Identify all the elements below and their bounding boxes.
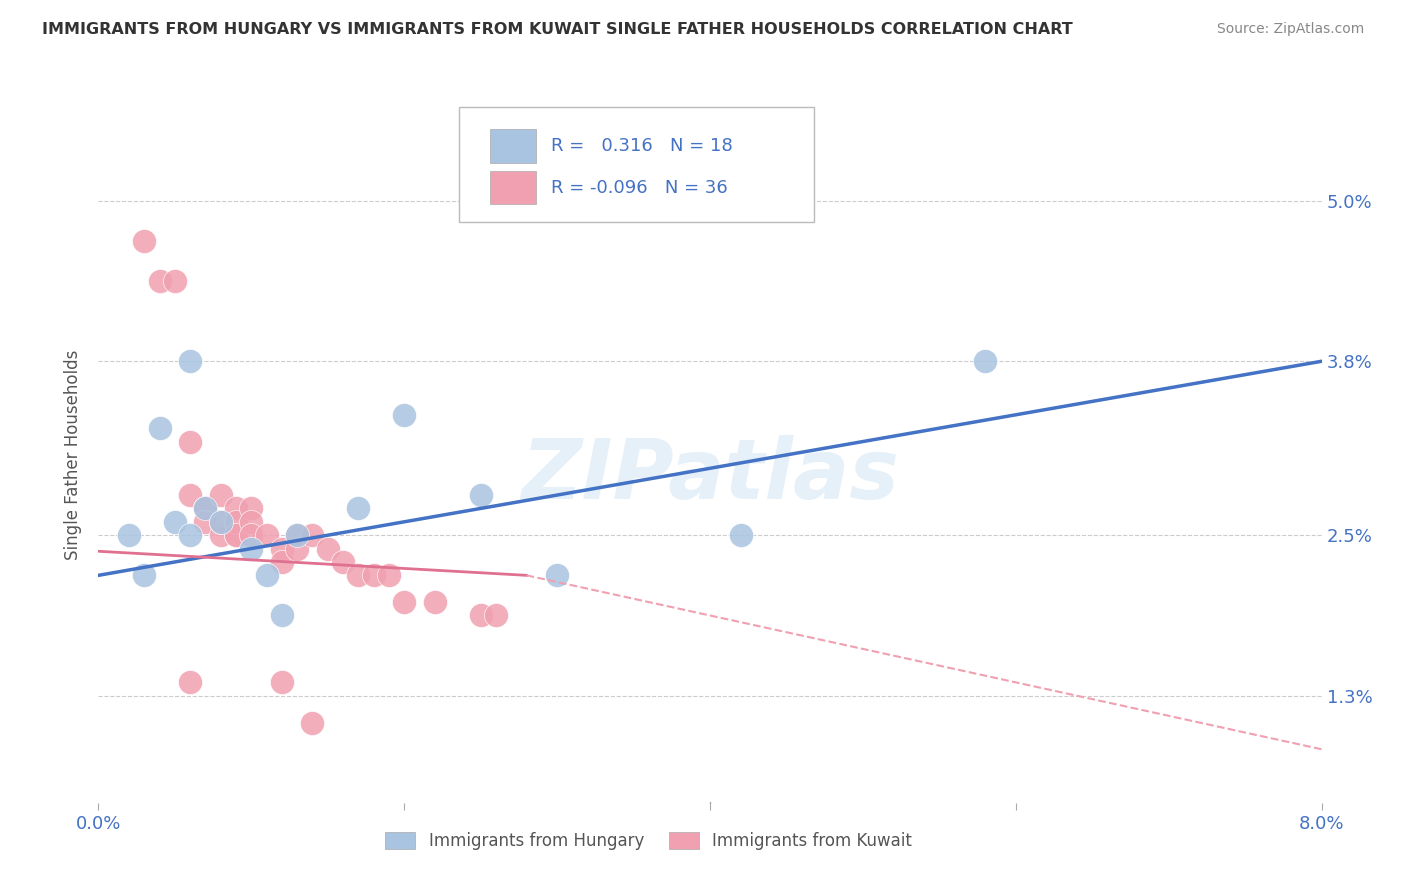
Point [163, 274, 186, 288]
Point [256, 528, 278, 542]
Point [240, 515, 263, 529]
Y-axis label: Single Father Households: Single Father Households [65, 350, 83, 560]
Point [209, 488, 232, 502]
Point [363, 568, 385, 582]
Point [301, 715, 323, 730]
Point [179, 434, 201, 449]
Text: Source: ZipAtlas.com: Source: ZipAtlas.com [1216, 22, 1364, 37]
Point [209, 515, 232, 529]
Point [209, 528, 232, 542]
Point [423, 595, 446, 609]
Point [179, 528, 201, 542]
Point [301, 528, 323, 542]
Legend: Immigrants from Hungary, Immigrants from Kuwait: Immigrants from Hungary, Immigrants from… [378, 826, 920, 857]
Point [470, 488, 492, 502]
Point [974, 354, 997, 368]
Point [194, 515, 217, 529]
Point [240, 541, 263, 556]
Point [134, 234, 156, 248]
Bar [489, 129, 536, 162]
Point [194, 501, 217, 516]
Point [225, 515, 247, 529]
Point [225, 501, 247, 516]
Point [392, 595, 416, 609]
Point [240, 528, 263, 542]
Point [546, 568, 568, 582]
Point [270, 608, 294, 623]
Point [163, 515, 186, 529]
Point [378, 568, 401, 582]
Point [270, 675, 294, 690]
Point [194, 501, 217, 516]
Point [118, 528, 141, 542]
Point [285, 528, 308, 542]
Point [149, 274, 172, 288]
Point [179, 675, 201, 690]
Point [209, 515, 232, 529]
Text: IMMIGRANTS FROM HUNGARY VS IMMIGRANTS FROM KUWAIT SINGLE FATHER HOUSEHOLDS CORRE: IMMIGRANTS FROM HUNGARY VS IMMIGRANTS FR… [42, 22, 1073, 37]
Bar [489, 171, 536, 204]
Point [270, 541, 294, 556]
Point [270, 555, 294, 569]
Point [470, 608, 492, 623]
Point [316, 541, 339, 556]
Text: R =   0.316   N = 18: R = 0.316 N = 18 [551, 137, 733, 155]
Point [225, 528, 247, 542]
Point [225, 528, 247, 542]
Point [149, 421, 172, 435]
Point [332, 555, 354, 569]
Point [347, 568, 370, 582]
Point [134, 568, 156, 582]
Point [240, 501, 263, 516]
Point [347, 501, 370, 516]
Point [256, 568, 278, 582]
Point [485, 608, 508, 623]
Point [194, 501, 217, 516]
Text: R = -0.096   N = 36: R = -0.096 N = 36 [551, 178, 728, 197]
Point [392, 408, 416, 422]
Text: ZIPatlas: ZIPatlas [522, 435, 898, 516]
Point [179, 354, 201, 368]
FancyBboxPatch shape [460, 107, 814, 222]
Point [285, 528, 308, 542]
Point [179, 488, 201, 502]
Point [285, 541, 308, 556]
Point [730, 528, 752, 542]
